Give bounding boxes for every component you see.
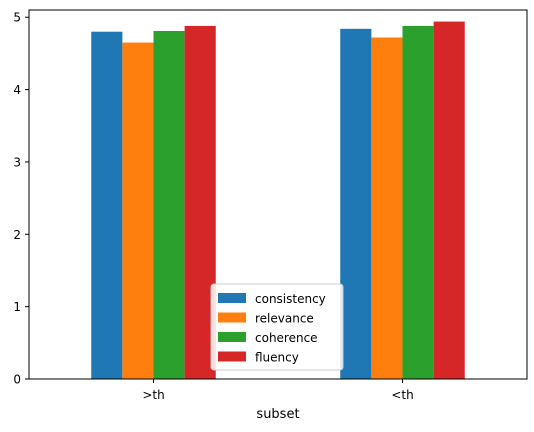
y-tick-label: 3 <box>13 155 21 169</box>
bars-layer <box>91 21 465 380</box>
x-tick-label: <th <box>391 388 413 402</box>
bar-coherence-1 <box>402 25 434 380</box>
legend-swatch-relevance <box>218 312 246 323</box>
legend-swatch-consistency <box>218 293 246 303</box>
legend-label-relevance: relevance <box>255 312 314 326</box>
legend-box <box>210 283 344 371</box>
bar-consistency-1 <box>340 28 372 379</box>
legend: consistency relevance coherence fluency <box>210 283 344 371</box>
x-axis-label: subset <box>256 407 299 422</box>
plot-area-frame <box>28 9 528 380</box>
x-axis: >th <th <box>142 379 414 402</box>
legend-label-fluency: fluency <box>255 351 299 365</box>
x-tick-label: >th <box>142 388 164 402</box>
legend-swatch-fluency <box>218 351 246 362</box>
bar-coherence-0 <box>153 30 185 379</box>
legend-swatch-coherence <box>218 332 246 342</box>
bar-relevance-0 <box>122 42 154 379</box>
legend-label-coherence: coherence <box>255 331 318 345</box>
y-tick-label: 4 <box>13 83 21 97</box>
y-tick-label: 2 <box>13 228 21 242</box>
y-tick-label: 1 <box>13 300 21 314</box>
y-tick-label: 0 <box>13 373 21 387</box>
bar-fluency-1 <box>433 21 465 379</box>
y-tick-label: 5 <box>13 11 21 25</box>
y-axis: 0 1 2 3 4 5 <box>13 11 29 387</box>
legend-label-consistency: consistency <box>255 292 326 306</box>
bar-relevance-1 <box>371 37 403 380</box>
bar-consistency-0 <box>91 31 123 380</box>
